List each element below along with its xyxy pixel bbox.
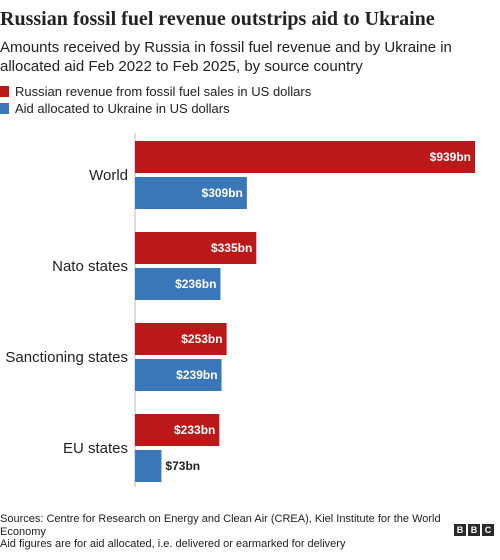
bar-aid-nato-states <box>135 268 221 300</box>
chart-title: Russian fossil fuel revenue outstrips ai… <box>0 8 435 30</box>
sources-line: Sources: Centre for Research on Energy a… <box>0 513 441 538</box>
legend: Russian revenue from fossil fuel sales i… <box>0 83 311 117</box>
data-label-russia-world: $939bn <box>430 150 471 164</box>
bbc-logo-box-3: C <box>482 524 494 536</box>
bbc-logo-box-1: B <box>454 524 466 536</box>
bar-aid-world <box>135 177 247 209</box>
aid-note-line: Aid figures are for aid allocated, i.e. … <box>0 538 346 550</box>
bar-aid-eu-states <box>135 450 162 482</box>
bar-russia-eu-states <box>135 414 220 446</box>
category-label-nato-states: Nato states <box>52 258 128 275</box>
legend-label-russia: Russian revenue from fossil fuel sales i… <box>15 83 312 99</box>
legend-item-aid: Aid allocated to Ukraine in US dollars <box>0 100 311 117</box>
data-label-aid-world: $309bn <box>202 186 243 200</box>
data-label-russia-sanctioning-states: $253bn <box>181 332 222 346</box>
legend-label-aid: Aid allocated to Ukraine in US dollars <box>15 100 230 116</box>
data-label-aid-eu-states: $73bn <box>165 459 200 473</box>
bar-aid-sanctioning-states <box>135 359 222 391</box>
bar-chart: World $939bn $309bn Nato states $335bn $236bn… <box>5 133 475 487</box>
data-label-russia-nato-states: $335bn <box>211 241 252 255</box>
category-label-sanctioning-states: Sanctioning states <box>5 349 128 366</box>
bbc-logo-box-2: B <box>468 524 480 536</box>
chart-subtitle: Amounts received by Russia in fossil fue… <box>0 39 452 75</box>
category-label-eu-states: EU states <box>63 440 128 457</box>
legend-swatch-russia <box>0 86 9 97</box>
data-label-aid-nato-states: $236bn <box>175 277 216 291</box>
bar-russia-sanctioning-states <box>135 323 227 355</box>
sources-note: Sources: Centre for Research on Energy a… <box>0 513 450 551</box>
bar-russia-world <box>135 141 475 173</box>
bar-russia-nato-states <box>135 232 257 264</box>
category-label-world: World <box>89 167 128 184</box>
legend-item-russia: Russian revenue from fossil fuel sales i… <box>0 83 311 100</box>
data-label-aid-sanctioning-states: $239bn <box>176 368 217 382</box>
bbc-logo: B B C <box>454 524 494 536</box>
data-label-russia-eu-states: $233bn <box>174 423 215 437</box>
legend-swatch-aid <box>0 103 9 114</box>
